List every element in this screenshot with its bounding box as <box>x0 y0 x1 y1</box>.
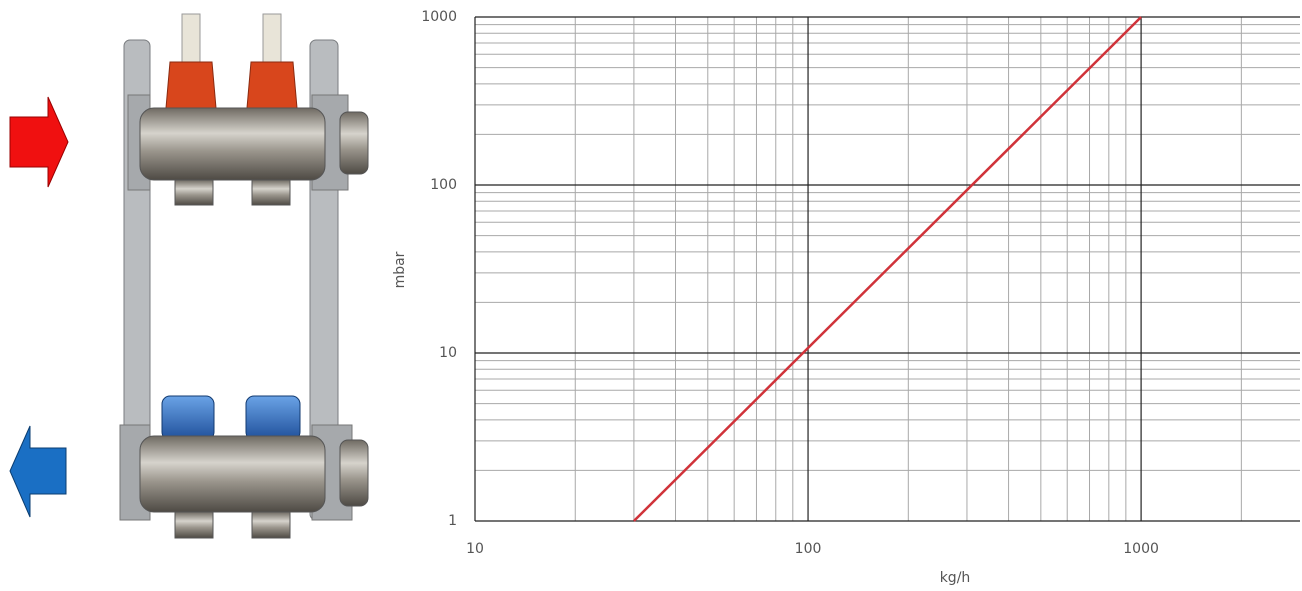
blue-valve <box>246 396 300 440</box>
flow-meter <box>263 14 281 64</box>
y-tick-label: 1 <box>448 513 457 529</box>
x-tick-label: 100 <box>795 541 822 557</box>
outlet <box>175 512 213 538</box>
inflow-arrow <box>10 97 68 187</box>
flow-meter <box>182 14 200 64</box>
data-line <box>634 17 1141 521</box>
red-valve <box>247 62 297 108</box>
y-tick-label: 10 <box>439 345 457 361</box>
outlet <box>252 180 290 205</box>
y-tick-label: 100 <box>430 177 457 193</box>
pipe-end <box>340 112 368 174</box>
manifold-illustration <box>10 14 368 538</box>
pipe-end <box>340 440 368 506</box>
blue-valve <box>162 396 214 440</box>
outflow-arrow <box>10 426 66 517</box>
y-axis-label: mbar <box>392 251 408 288</box>
supply-pipe <box>140 108 325 180</box>
y-tick-label: 1000 <box>421 9 457 25</box>
x-axis-label: kg/h <box>940 570 971 586</box>
return-pipe <box>140 436 325 512</box>
outlet <box>252 512 290 538</box>
x-tick-label: 10 <box>466 541 484 557</box>
x-tick-label: 1000 <box>1123 541 1159 557</box>
red-valve <box>166 62 216 108</box>
outlet <box>175 180 213 205</box>
page: kg/h mbar 10 100 1000 1 10 100 1000 <box>0 0 1302 591</box>
